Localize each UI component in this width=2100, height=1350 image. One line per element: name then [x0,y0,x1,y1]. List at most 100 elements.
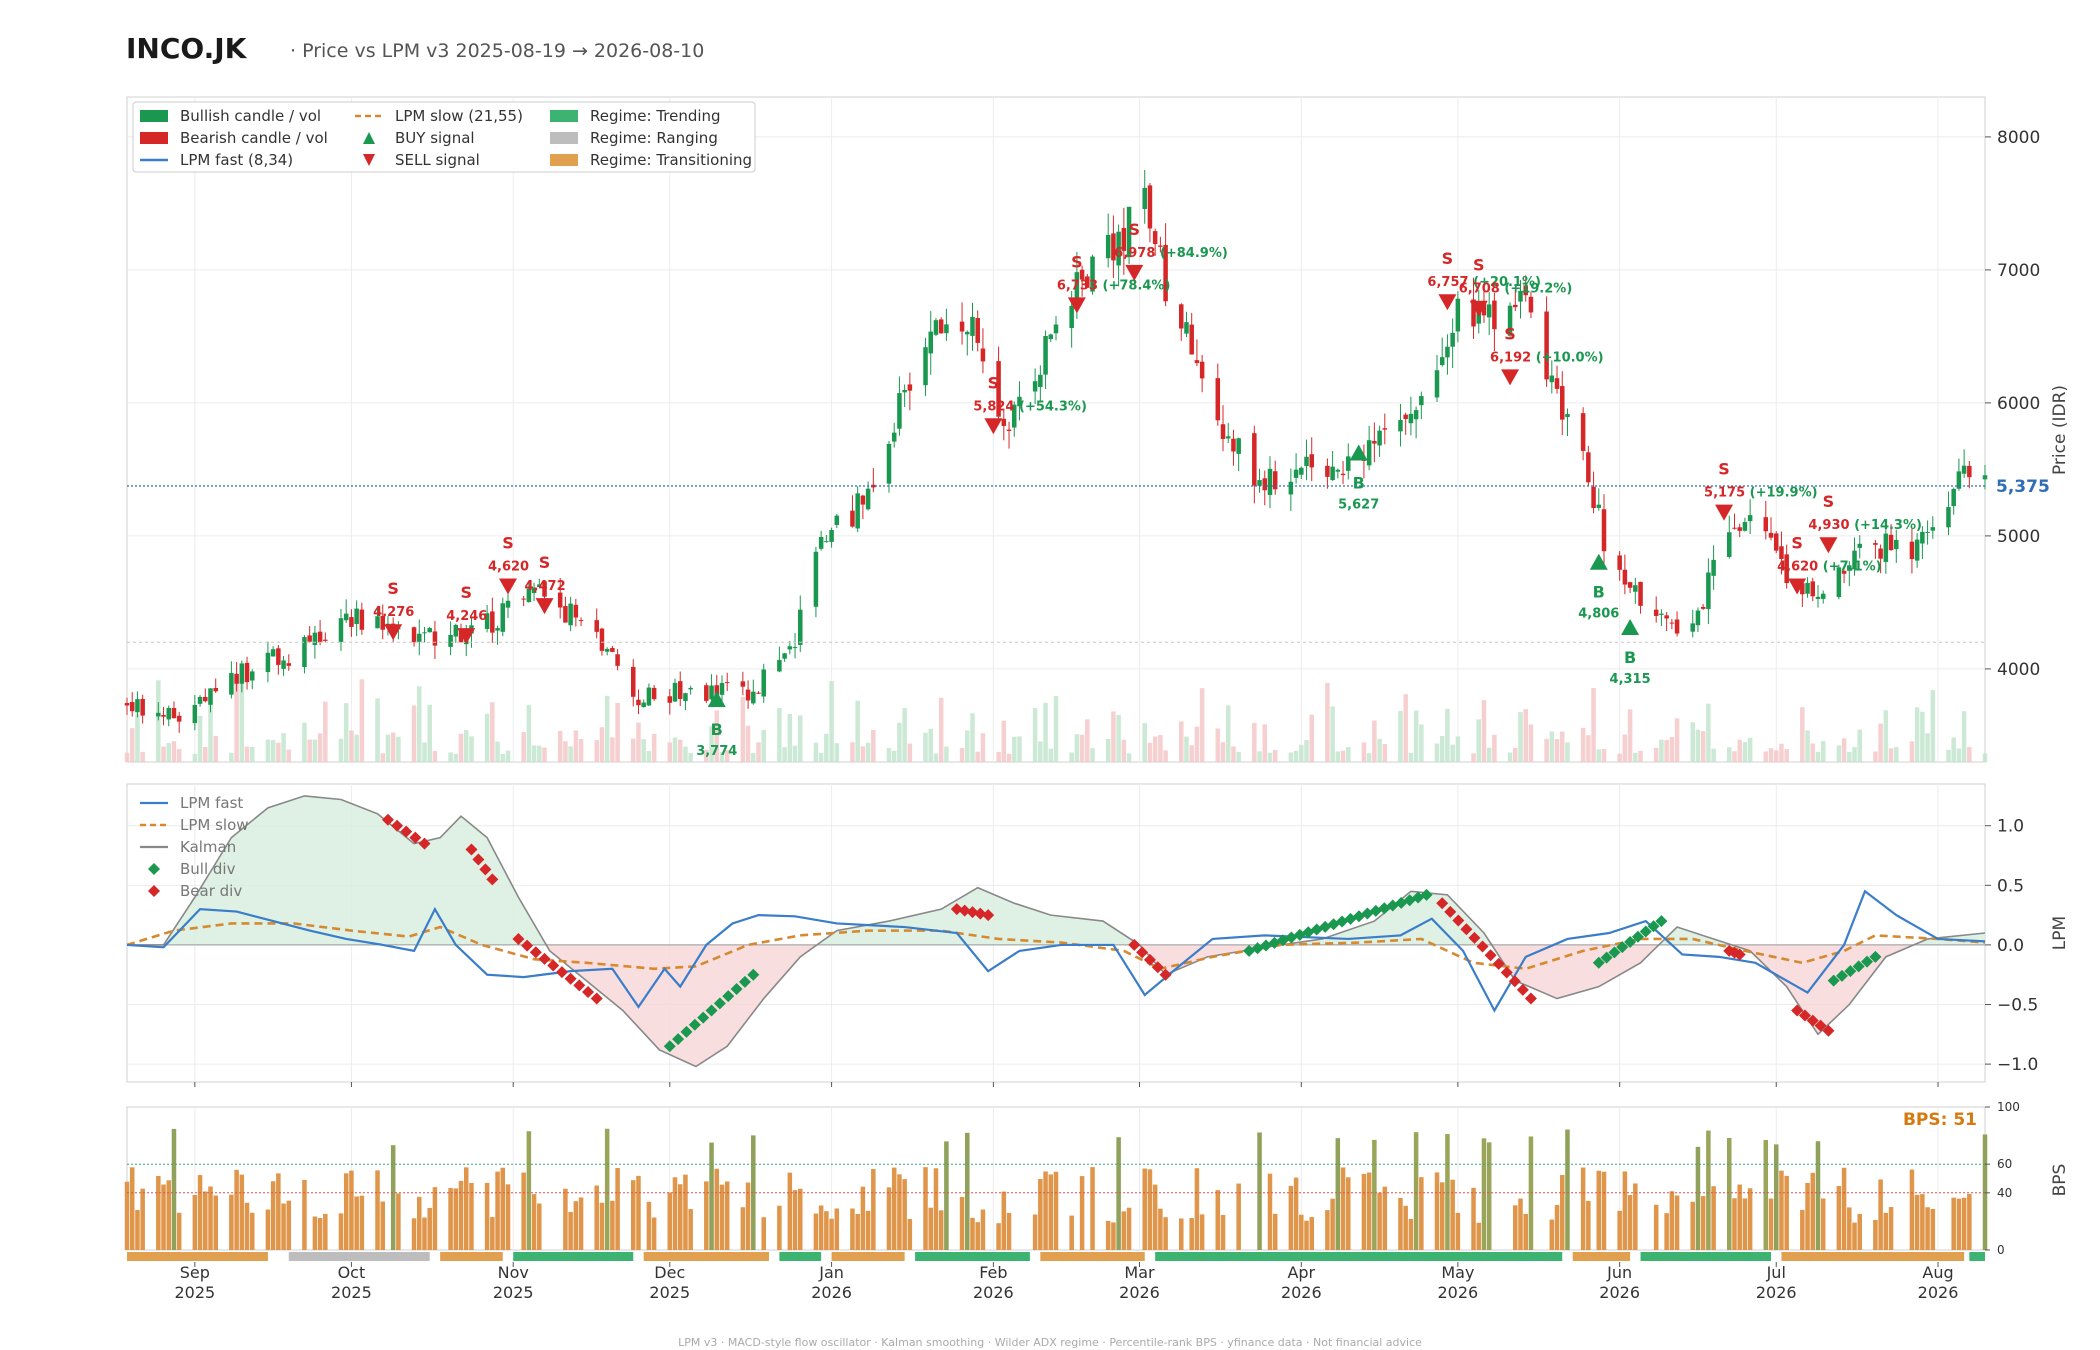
volume-bar [1090,748,1095,762]
candle-body [980,348,986,362]
volume-bar [140,751,145,762]
bps-bar [1930,1208,1936,1250]
volume-bar [834,743,840,762]
bps-bar [1852,1222,1857,1250]
sell-marker [535,598,554,615]
candle-body [192,705,198,724]
candle-body [1105,234,1111,259]
bear-div-marker [974,907,987,920]
bps-bar [411,1218,417,1250]
bps-bar [1633,1183,1638,1250]
volume-bar [521,732,526,762]
volume-bar [683,746,688,762]
bps-bar [1053,1171,1059,1250]
sell-letter: S [1071,252,1083,271]
bps-bar [161,1184,166,1250]
sell-letter: S [1473,256,1485,275]
volume-bar [1288,752,1294,762]
volume-bar [171,741,177,762]
bps-bar [688,1209,693,1250]
volume-bar [636,722,641,762]
volume-bar [1325,682,1330,762]
price-tick-label: 8000 [1997,128,2040,148]
legend-symbol [140,132,168,144]
x-tick-month: Nov [498,1263,529,1282]
bear-div-marker [966,906,979,919]
volume-bar [563,741,568,762]
x-tick-month: Jan [818,1263,844,1282]
volume-bar [307,739,312,762]
bull-div-marker [663,1040,676,1053]
buy-label: 4,806 [1578,607,1619,622]
sell-label: 4,930 (+14.3%) [1808,518,1922,533]
bps-bar [265,1209,271,1250]
candle-body [1403,414,1408,419]
volume-bar [1105,738,1111,762]
candle-body [704,685,709,701]
bps-bar [677,1184,683,1250]
bear-div-marker [573,979,586,992]
bull-div-marker [1600,951,1613,964]
candle-body [724,682,730,684]
candle-body [1810,581,1816,597]
bps-bar [891,1167,897,1250]
bps-bar [1158,1208,1163,1250]
volume-bar [594,740,599,762]
bps-bar [761,1217,766,1250]
bps-bar [1967,1193,1972,1250]
candle-body [636,699,641,706]
bps-bar [1559,1175,1565,1250]
bps-bar [458,1180,464,1250]
sell-marker [1788,578,1807,595]
candle-body [129,702,135,712]
bps-bar [1841,1167,1847,1250]
sell-label: 6,757 (+20.1%) [1427,275,1541,290]
bps-bar [777,1205,782,1250]
candle-body [1398,420,1403,432]
volume-bar [1565,742,1570,762]
volume-bar [203,747,208,762]
candle-body [1069,305,1074,329]
bear-div-marker [479,863,492,876]
candle-body [897,393,902,429]
sell-label: 6,978 (+84.9%) [1114,246,1228,261]
x-tick-month: Jun [1606,1263,1632,1282]
bps-bar [636,1175,641,1250]
volume-bar [1674,718,1680,762]
volume-bar [427,704,432,762]
volume-bar [928,728,934,762]
volume-bar [537,745,542,762]
volume-bar [907,743,913,762]
volume-bar [1768,748,1774,762]
volume-bar [1272,749,1278,762]
candle-body [1116,231,1121,266]
volume-bar [1116,715,1121,762]
volume-bar [1079,734,1085,762]
price-tick-label: 4000 [1997,660,2040,680]
bps-bar [578,1197,584,1250]
volume-bar [1382,744,1388,762]
candle-body [542,581,547,597]
candle-body [1262,478,1268,491]
bps-bar [1742,1198,1748,1250]
candle-body [865,488,871,510]
legend-label: Bearish candle / vol [180,129,328,147]
volume-bar [1111,711,1116,762]
candle-body [1257,480,1262,486]
bps-bar [965,1132,970,1250]
sell-marker [1819,537,1838,554]
bps-bar [1419,1177,1424,1250]
volume-bar [1961,711,1967,762]
bps-bar [1956,1198,1962,1250]
bps-bar [286,1200,292,1250]
volume-bar [1471,753,1476,762]
candle-body [1554,378,1560,389]
price-tick-label: 7000 [1997,261,2040,281]
volume-bar [886,747,892,762]
candle-body [124,702,130,706]
bps-bar [312,1216,318,1250]
candle-body [959,321,965,332]
candle-body [1847,565,1852,571]
candle-body [1445,346,1450,358]
bps-bar [1142,1168,1147,1250]
